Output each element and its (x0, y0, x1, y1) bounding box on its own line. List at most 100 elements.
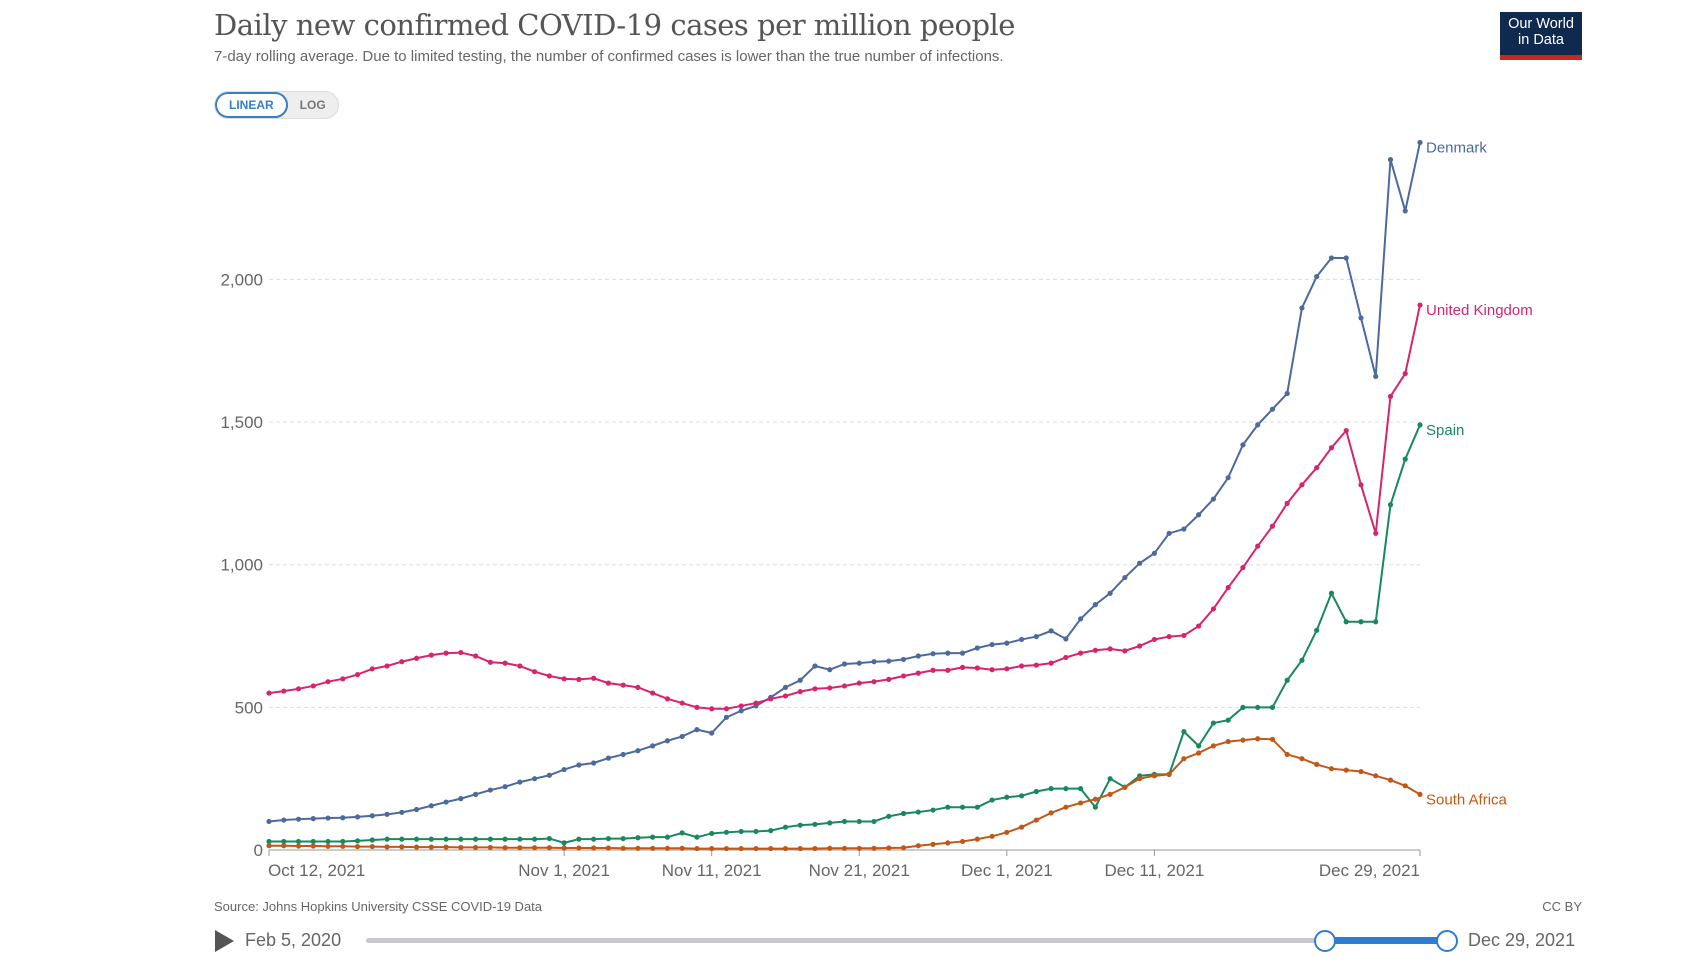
series-line-united-kingdom (268, 304, 1421, 710)
data-point-denmark (900, 656, 907, 663)
data-point-spain (310, 838, 316, 845)
data-point-south-africa (281, 843, 287, 849)
data-point-denmark (1196, 512, 1202, 518)
data-point-south-africa (1107, 791, 1113, 797)
data-point-united-kingdom (635, 684, 641, 690)
data-point-south-africa (1240, 737, 1246, 743)
data-point-united-kingdom (797, 689, 803, 695)
data-point-denmark (1210, 496, 1217, 502)
data-point-united-kingdom (679, 700, 685, 706)
linear-scale-button[interactable]: LINEAR (215, 92, 288, 118)
data-point-south-africa (856, 845, 862, 851)
data-point-denmark (1373, 373, 1379, 380)
data-point-south-africa (1402, 783, 1408, 789)
data-point-south-africa (1151, 773, 1157, 779)
data-point-south-africa (694, 845, 700, 852)
data-point-united-kingdom (413, 655, 420, 661)
data-point-south-africa (310, 843, 316, 849)
data-point-denmark (738, 708, 744, 714)
data-point-denmark (1063, 636, 1069, 642)
data-point-south-africa (561, 845, 567, 851)
data-point-south-africa (797, 845, 803, 852)
data-point-denmark (694, 727, 700, 733)
data-point-united-kingdom (605, 680, 611, 686)
timeline-start-handle[interactable] (1314, 930, 1336, 952)
data-point-denmark (989, 641, 995, 648)
data-point-south-africa (1122, 784, 1128, 790)
data-point-spain (266, 838, 272, 845)
data-point-spain (886, 813, 892, 819)
series-line-south-africa (269, 737, 1421, 850)
data-point-united-kingdom (458, 649, 464, 656)
data-point-south-africa (635, 845, 641, 851)
data-point-spain (458, 836, 464, 842)
data-point-denmark (1255, 422, 1261, 428)
data-point-united-kingdom (266, 690, 272, 696)
data-point-south-africa (1417, 791, 1423, 797)
data-point-south-africa (1196, 750, 1202, 756)
data-point-south-africa (620, 845, 626, 851)
data-point-denmark (1033, 633, 1039, 640)
y-tick-label: 0 (254, 841, 263, 860)
data-point-united-kingdom (591, 675, 597, 681)
timeline-slider-track[interactable] (366, 938, 1447, 943)
data-point-denmark (1402, 208, 1408, 214)
data-point-united-kingdom (1269, 523, 1276, 529)
data-point-united-kingdom (1122, 648, 1128, 654)
data-point-united-kingdom (650, 690, 656, 696)
data-point-spain (856, 818, 862, 825)
data-point-south-africa (974, 836, 980, 842)
data-point-denmark (959, 650, 966, 656)
data-point-denmark (635, 748, 641, 754)
data-point-united-kingdom (1402, 370, 1408, 377)
data-point-denmark (723, 714, 730, 720)
data-point-spain (561, 840, 567, 846)
data-point-denmark (325, 815, 331, 821)
data-point-south-africa (827, 845, 833, 851)
data-point-united-kingdom (546, 673, 552, 679)
data-point-united-kingdom (399, 659, 405, 665)
y-tick-label: 2,000 (220, 270, 263, 289)
data-point-united-kingdom (664, 696, 671, 702)
data-point-spain (384, 836, 390, 842)
data-point-spain (930, 807, 936, 813)
data-point-denmark (502, 784, 508, 790)
data-point-denmark (1417, 139, 1423, 146)
data-point-south-africa (487, 844, 493, 851)
data-point-united-kingdom (1196, 623, 1202, 629)
data-point-spain (1210, 720, 1217, 726)
data-point-spain (841, 818, 848, 825)
data-point-united-kingdom (1078, 650, 1084, 656)
data-point-denmark (266, 818, 272, 825)
data-point-south-africa (605, 845, 611, 851)
data-point-denmark (650, 743, 656, 749)
source-note[interactable]: Source: Johns Hopkins University CSSE CO… (214, 899, 543, 914)
play-icon[interactable] (215, 930, 234, 952)
data-point-denmark (871, 659, 877, 665)
x-tick-label: Dec 11, 2021 (1104, 861, 1204, 880)
data-point-denmark (591, 760, 597, 766)
data-point-spain (797, 822, 803, 828)
data-point-united-kingdom (812, 686, 818, 692)
data-point-united-kingdom (1092, 647, 1098, 653)
log-scale-button[interactable]: LOG (299, 98, 326, 112)
data-point-united-kingdom (827, 685, 833, 691)
data-point-united-kingdom (1328, 445, 1335, 451)
timeline-end-handle[interactable] (1436, 930, 1458, 952)
owid-logo[interactable]: Our World in Data (1500, 12, 1582, 60)
data-point-united-kingdom (487, 659, 493, 665)
data-point-denmark (561, 766, 567, 773)
data-point-south-africa (753, 845, 759, 852)
data-point-denmark (974, 645, 980, 651)
data-point-united-kingdom (310, 683, 316, 689)
data-point-united-kingdom (1181, 632, 1187, 639)
data-point-denmark (428, 803, 434, 809)
chart-title: Daily new confirmed COVID-19 cases per m… (214, 8, 1015, 42)
data-point-spain (591, 836, 597, 842)
license-link[interactable]: CC BY (1542, 899, 1582, 914)
data-point-spain (945, 804, 951, 810)
data-point-united-kingdom (1063, 654, 1069, 661)
data-point-spain (281, 838, 287, 845)
data-point-south-africa (546, 845, 552, 851)
